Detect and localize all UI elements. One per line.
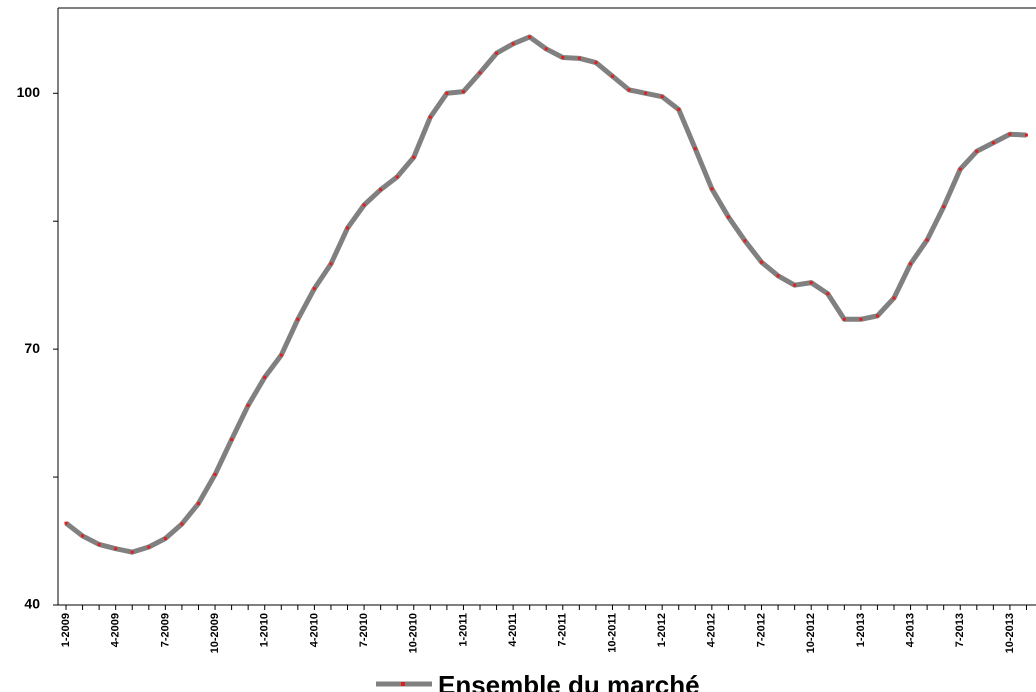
marker [428,115,432,119]
marker [329,262,333,266]
marker [544,47,548,51]
marker [180,522,184,526]
x-tick-label: 7-2010 [358,613,370,647]
x-tick-label: 4-2009 [110,613,122,647]
marker [809,281,813,285]
x-tick-label: 7-2013 [954,613,966,647]
x-tick-label: 10-2012 [805,613,817,653]
plot [64,34,1028,555]
marker [461,90,465,94]
marker [577,56,581,60]
marker [395,175,399,179]
y-tick-label: 70 [24,340,40,356]
marker [163,536,167,540]
x-tick-label: 7-2012 [755,613,767,647]
marker [726,215,730,219]
marker [760,260,764,264]
marker [478,71,482,75]
marker [213,473,217,477]
marker [693,147,697,151]
marker [942,205,946,209]
y-tick-label: 40 [24,596,40,612]
marker [1008,132,1012,136]
marker [263,375,267,379]
marker [660,95,664,99]
series-line [64,34,1027,555]
marker [826,292,830,296]
x-tick-label: 10-2013 [1004,613,1016,653]
x-tick-label: 1-2009 [60,613,72,647]
marker [925,238,929,242]
marker [793,283,797,287]
marker [975,149,979,153]
marker [81,534,85,538]
marker [594,61,598,65]
marker [991,141,995,145]
marker [842,317,846,321]
marker [196,502,200,506]
x-tick-label: 4-2010 [308,613,320,647]
marker [875,314,879,318]
marker [147,545,151,549]
marker [114,547,118,551]
x-tick-label: 10-2010 [408,613,420,653]
marker [64,521,68,525]
legend-marker [401,682,405,686]
legend-label: Ensemble du marché [438,670,700,692]
x-tick-label: 1-2010 [259,613,271,647]
marker [246,403,250,407]
marker [97,542,101,546]
marker [230,438,234,442]
x-tick-label: 10-2009 [209,613,221,653]
marker [710,187,714,191]
x-tick-label: 7-2011 [557,613,569,647]
marker [677,107,681,111]
x-tick-label: 1-2012 [656,613,668,647]
marker [561,55,565,59]
x-tick-label: 4-2012 [706,613,718,647]
marker [627,88,631,92]
x-tick-label: 1-2013 [855,613,867,647]
marker [495,51,499,55]
x-tick-label: 7-2009 [159,613,171,647]
marker [610,74,614,78]
marker [909,262,913,266]
marker [296,317,300,321]
marker [776,274,780,278]
marker [312,287,316,291]
marker [346,226,350,230]
marker [130,550,134,554]
x-tick-label: 4-2013 [904,613,916,647]
x-tick-label: 10-2011 [606,613,618,653]
marker [644,91,648,95]
x-tick-label: 1-2011 [457,613,469,647]
marker [412,155,416,159]
y-tick-label: 100 [17,84,41,100]
marker [362,203,366,207]
marker [743,239,747,243]
marker [279,353,283,357]
marker [892,296,896,300]
marker [511,42,515,46]
marker [445,91,449,95]
marker [528,35,532,39]
marker [379,188,383,192]
marker [958,167,962,171]
x-tick-label: 4-2011 [507,613,519,647]
marker [1024,133,1028,137]
marker [859,317,863,321]
